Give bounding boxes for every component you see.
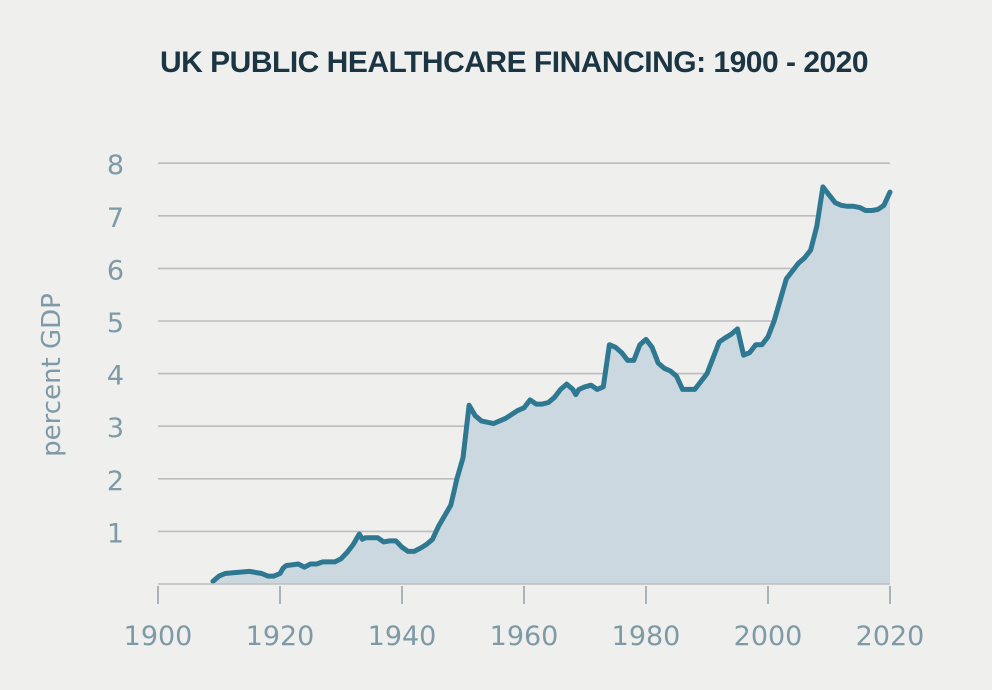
x-tick-label: 1980 [612, 621, 681, 652]
x-tick-label: 1900 [124, 621, 193, 652]
x-tick-label: 1960 [490, 621, 559, 652]
y-tick-label: 4 [107, 361, 124, 392]
y-tick-label: 3 [107, 413, 124, 444]
y-tick-label: 6 [107, 255, 124, 286]
x-tick-label: 1940 [368, 621, 437, 652]
x-tick-label: 2020 [856, 621, 925, 652]
x-tick-label: 2000 [734, 621, 803, 652]
y-tick-label: 5 [107, 308, 124, 339]
chart-title: UK PUBLIC HEALTHCARE FINANCING: 1900 - 2… [160, 46, 868, 79]
y-tick-label: 8 [107, 150, 124, 181]
y-axis-title: percent GDP [37, 293, 67, 457]
x-tick-label: 1920 [246, 621, 315, 652]
x-axis: 1900 1920 1940 1960 1980 2000 2020 [124, 583, 925, 652]
series-line [210, 184, 893, 584]
area-fill [212, 186, 890, 584]
y-tick-label: 1 [107, 518, 124, 549]
y-tick-label: 7 [107, 203, 124, 234]
plot-area [210, 184, 893, 584]
y-tick-label: 2 [107, 466, 124, 497]
y-axis: 1 2 3 4 5 6 7 8 [107, 150, 124, 549]
